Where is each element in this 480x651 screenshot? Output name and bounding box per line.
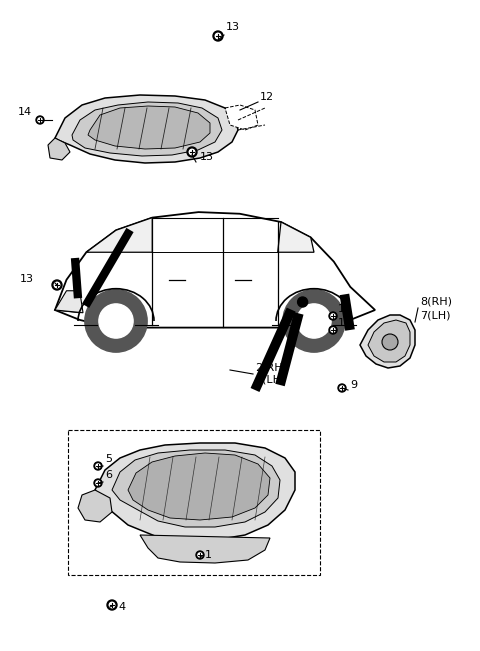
Circle shape bbox=[189, 149, 195, 155]
Text: 1: 1 bbox=[205, 550, 212, 560]
Text: 14: 14 bbox=[18, 107, 32, 117]
Circle shape bbox=[329, 312, 337, 320]
Polygon shape bbox=[225, 105, 258, 130]
Circle shape bbox=[338, 384, 346, 392]
Polygon shape bbox=[55, 212, 375, 327]
Text: 8(RH): 8(RH) bbox=[420, 297, 452, 307]
Polygon shape bbox=[112, 450, 280, 527]
Polygon shape bbox=[360, 315, 415, 368]
Circle shape bbox=[196, 551, 204, 559]
Circle shape bbox=[283, 290, 345, 352]
Polygon shape bbox=[48, 138, 70, 160]
Circle shape bbox=[213, 31, 223, 41]
Circle shape bbox=[329, 326, 337, 334]
Polygon shape bbox=[88, 106, 210, 149]
Circle shape bbox=[85, 290, 147, 352]
Circle shape bbox=[198, 553, 202, 557]
Circle shape bbox=[297, 304, 331, 338]
Polygon shape bbox=[95, 443, 295, 540]
Text: 13: 13 bbox=[226, 22, 240, 32]
Text: 12: 12 bbox=[260, 92, 274, 102]
Circle shape bbox=[331, 328, 335, 332]
Polygon shape bbox=[78, 490, 112, 522]
Polygon shape bbox=[368, 320, 410, 362]
Text: 2(RH): 2(RH) bbox=[255, 362, 287, 372]
Circle shape bbox=[52, 280, 62, 290]
Circle shape bbox=[187, 147, 197, 157]
Text: 11: 11 bbox=[338, 304, 352, 314]
Circle shape bbox=[54, 283, 60, 288]
Circle shape bbox=[96, 464, 100, 468]
Text: 6: 6 bbox=[105, 470, 112, 480]
Polygon shape bbox=[128, 453, 270, 520]
Circle shape bbox=[109, 602, 115, 608]
Text: 13: 13 bbox=[200, 152, 214, 162]
Circle shape bbox=[382, 334, 398, 350]
Polygon shape bbox=[140, 535, 270, 563]
Circle shape bbox=[94, 462, 102, 470]
Circle shape bbox=[94, 479, 102, 487]
Polygon shape bbox=[55, 95, 238, 163]
Text: 10: 10 bbox=[338, 318, 352, 328]
Text: 3(LH): 3(LH) bbox=[255, 375, 286, 385]
Polygon shape bbox=[72, 102, 222, 156]
Polygon shape bbox=[55, 291, 83, 312]
Circle shape bbox=[331, 314, 335, 318]
Text: 9: 9 bbox=[350, 380, 357, 390]
Circle shape bbox=[99, 304, 133, 338]
Circle shape bbox=[38, 118, 42, 122]
Circle shape bbox=[298, 297, 308, 307]
Text: 13: 13 bbox=[20, 274, 34, 284]
Circle shape bbox=[96, 481, 100, 485]
Text: 5: 5 bbox=[105, 454, 112, 464]
Polygon shape bbox=[278, 222, 314, 252]
Text: 7(LH): 7(LH) bbox=[420, 310, 451, 320]
Circle shape bbox=[215, 33, 221, 39]
Text: 4: 4 bbox=[118, 602, 125, 612]
Polygon shape bbox=[86, 217, 152, 252]
Circle shape bbox=[107, 600, 117, 610]
Circle shape bbox=[340, 386, 344, 390]
Circle shape bbox=[36, 116, 44, 124]
